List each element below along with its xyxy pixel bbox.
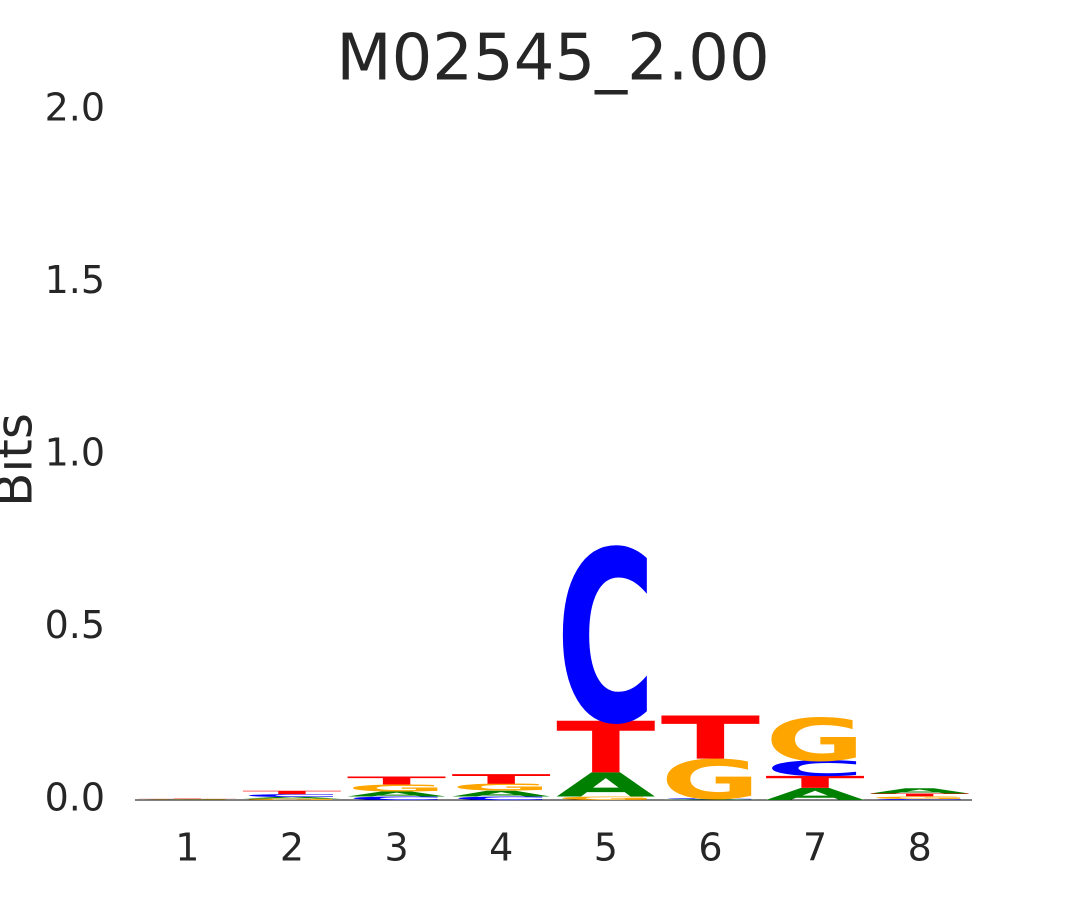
letter: G [765,706,864,774]
letter-group: C [870,799,969,801]
letter-group: C [765,756,864,781]
x-tick-label: 1 [175,826,199,870]
letter-group: T [451,772,550,787]
letter: A [138,800,237,801]
letter: T [661,704,761,773]
letter: G [556,796,655,802]
letter: C [765,756,864,781]
letter-group: C [138,799,237,800]
letter-group: G [556,796,655,802]
y-tick-label: 1.0 [45,431,105,475]
letter: A [661,799,760,800]
letter-group: A [661,799,760,800]
letter-group: G [347,783,446,794]
letter: T [870,793,969,797]
letter-group: A [451,789,550,798]
letter: A [765,785,865,804]
letter-group: T [556,707,655,789]
y-axis-label: Bits [0,413,44,507]
letter-group: A [556,766,656,804]
letter: C [661,798,760,800]
letter-group: G [765,706,864,774]
letter-group: C [556,502,655,777]
letter: T [242,790,341,796]
letter-group: G [870,795,969,799]
letter-group: G [451,782,550,793]
letter-group: C [347,796,446,802]
letter: C [242,793,341,797]
x-tick-label: 4 [489,826,513,870]
letter: G [347,783,446,794]
letter-group: T [661,704,761,773]
x-tick-label: 7 [803,826,827,870]
x-tick-label: 8 [908,826,932,870]
letter: T [765,773,865,792]
letter: G [661,748,760,811]
letter: T [556,707,655,789]
letter-group: A [242,796,341,799]
letter-group: G [138,799,237,800]
letter-group: A [870,787,969,795]
letter: G [451,782,550,793]
y-tick-label: 2.0 [45,86,105,130]
letter: T [138,799,237,800]
letter: C [347,796,446,802]
letter: C [870,799,969,801]
letter-group: C [661,798,760,800]
letter: G [242,798,341,800]
letter: A [242,796,341,799]
letter-group: C [451,796,550,802]
chart-title: M02545_2.00 [336,22,769,96]
letter: C [556,502,655,777]
letter-group: T [870,793,969,797]
letter: C [138,799,237,800]
letter-group: G [661,748,760,811]
letter: A [556,766,656,804]
letter-group: T [242,790,341,796]
letter-group: A [138,800,237,801]
x-tick-label: 2 [280,826,304,870]
x-tick-label: 3 [384,826,408,870]
letter: A [451,789,550,798]
letter-group: A [347,790,446,798]
letter: A [870,787,969,795]
letter-group: T [138,799,237,800]
letter-group: G [242,798,341,800]
letter: A [347,790,446,798]
letter-group: A [765,785,865,804]
x-tick-label: 6 [698,826,722,870]
letter: T [347,774,446,787]
y-tick-label: 0.0 [45,776,105,820]
x-tick-label: 5 [594,826,618,870]
y-tick-label: 1.5 [45,258,105,302]
letter-group: T [765,773,865,792]
letter: C [451,796,550,802]
letter-group: C [242,793,341,797]
letter: G [138,799,237,800]
y-tick-label: 0.5 [45,603,105,647]
letter: G [870,795,969,799]
letter-group: T [347,774,446,787]
letter: T [451,772,550,787]
